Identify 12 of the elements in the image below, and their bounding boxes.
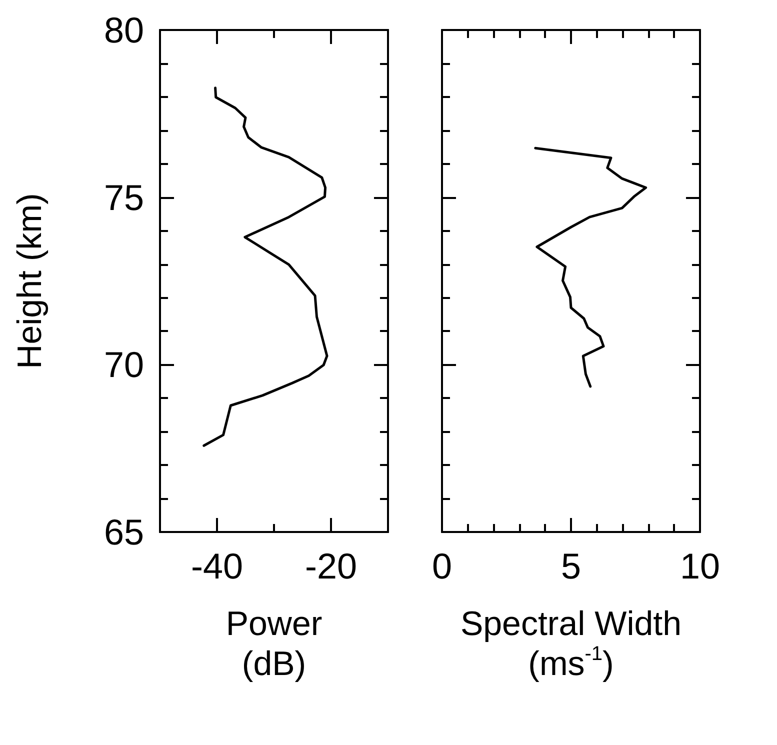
x-axis-title: Power (dB) <box>226 605 322 683</box>
x-tick-label: 5 <box>560 546 582 586</box>
x-tick-label: 0 <box>432 546 452 586</box>
y-tick-label: 75 <box>104 176 144 218</box>
y-axis-title: Height (km) <box>11 193 49 369</box>
y-tick-label: 70 <box>104 344 144 386</box>
x-tick-label: 10 <box>680 546 720 586</box>
line-series <box>202 86 328 447</box>
y-tick-label: 65 <box>104 512 144 552</box>
x-tick-label: -40 <box>190 546 244 586</box>
y-tick-label: 80 <box>104 10 144 50</box>
x-tick-label: -20 <box>304 546 358 586</box>
